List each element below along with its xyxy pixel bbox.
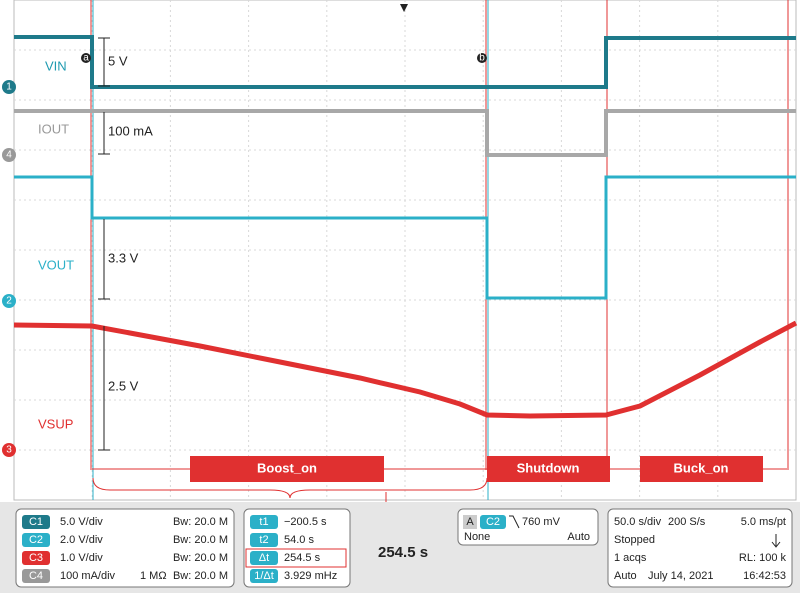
annotation: 100 mA [108,123,153,138]
cursor-id: t1 [259,516,268,528]
ch-chip [22,569,50,583]
cursor-chip [250,515,278,529]
phase-box [190,456,384,482]
ch-chip [22,533,50,547]
rate: 200 S/s [668,516,706,528]
state: Stopped [614,534,655,546]
ch-id: C3 [29,552,43,564]
brace [92,477,488,499]
trace-vsup [13,320,798,419]
cursor-id: 1/Δt [254,570,274,582]
ch-impedance: 1 MΩ [140,570,167,582]
acq-box [607,508,793,588]
trig-sweep: Auto [567,531,590,543]
ch-badge [2,443,16,457]
ch-badge [2,148,16,162]
cursor-value: 3.929 mHz [284,570,337,582]
cursor-highlight [245,548,347,568]
ch-scale: 2.0 V/div [60,534,103,546]
trigger-pos [400,4,408,12]
annotation: 5 V [108,53,128,68]
ch-bandwidth: Bw: 20.0 M [173,570,228,582]
timebase: 50.0 s/div [614,516,662,528]
ch-bandwidth: Bw: 20.0 M [173,552,228,564]
cursor-chip [250,551,278,565]
phase-box [640,456,763,482]
cursor-chip [250,569,278,583]
marker-label: a [83,53,89,64]
cursor-value: 54.0 s [284,534,314,546]
annotation: 3.3 V [108,250,139,265]
cursor-id: Δt [259,552,269,564]
acqs: 1 acqs [614,552,647,564]
trace-label: IOUT [38,121,69,136]
date: July 14, 2021 [648,570,713,582]
ch-number: 2 [6,296,12,307]
ch-scale: 1.0 V/div [60,552,103,564]
ch-bandwidth: Bw: 20.0 M [173,516,228,528]
marker-b [477,53,487,63]
ch-number: 3 [6,445,12,456]
trig-source: C2 [486,516,500,528]
marker-a [81,53,91,63]
ch-id: C1 [29,516,43,528]
delta-callout: 254.5 s [378,544,428,561]
ch-number: 4 [6,150,12,161]
cursor-id: t2 [259,534,268,546]
acq-mode: Auto [614,570,637,582]
marker-label: b [479,53,485,64]
time: 16:42:53 [743,570,786,582]
grid [14,0,796,500]
channel-box [15,508,235,588]
ch-chip [22,515,50,529]
ch-id: C2 [29,534,43,546]
cursor-value: −200.5 s [284,516,327,528]
ch-chip [22,551,50,565]
trig-level: 760 mV [522,516,561,528]
trace-vin [14,35,796,89]
ch-id: C4 [29,570,43,582]
trace-iout [14,109,796,157]
phase-label: Boost_on [257,460,317,475]
trig-chip [463,515,477,529]
phase-box [487,456,610,482]
trace-label: VOUT [38,257,74,272]
trig-slope [509,515,520,529]
trace-vout [14,175,796,300]
amplitude-arrows [98,37,110,451]
trig-src-chip [480,515,506,529]
ch-badge [2,294,16,308]
trig-coupling: None [464,531,490,543]
ch-scale: 5.0 V/div [60,516,103,528]
ch-bandwidth: Bw: 20.0 M [173,534,228,546]
annotation: 2.5 V [108,378,139,393]
resolution: 5.0 ms/pt [741,516,786,528]
phase-label: Shutdown [517,460,580,475]
arrow [771,534,781,548]
ch-scale: 100 mA/div [60,570,116,582]
cursor-value: 254.5 s [284,552,321,564]
trig-mode: A [466,516,474,528]
trace-label: VIN [45,58,67,73]
ch-number: 1 [6,82,12,93]
trace-label: VSUP [38,416,73,431]
cursor-chip [250,533,278,547]
record: RL: 100 k [739,552,787,564]
phase-label: Buck_on [674,460,729,475]
ch-badge [2,80,16,94]
